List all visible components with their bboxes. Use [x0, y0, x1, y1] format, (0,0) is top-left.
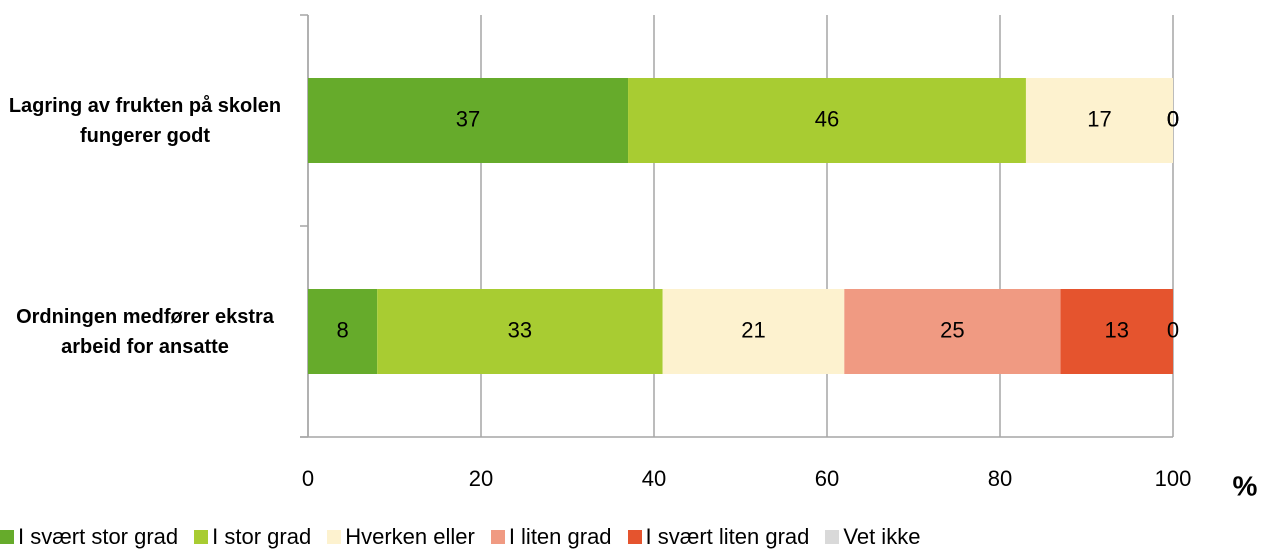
- bar-segment: [1025, 78, 1173, 163]
- legend-swatch: [0, 530, 14, 544]
- legend-label: I liten grad: [508, 524, 612, 549]
- legend: I svært stor grad I stor grad Hverken elle…: [0, 524, 920, 549]
- data-label: 13: [1105, 317, 1129, 342]
- legend-label: Vet ikke: [843, 524, 921, 549]
- category-label: Lagring av frukten på skolen fungerer go…: [8, 94, 282, 147]
- x-tick-label: 80: [988, 466, 1012, 491]
- bar-segment: [308, 78, 629, 163]
- data-label: 0: [1167, 106, 1179, 131]
- legend-item: Vet ikke: [825, 524, 920, 549]
- legend-swatch: [194, 530, 209, 544]
- data-label: 0: [1167, 317, 1179, 342]
- legend-item: I svært stor grad: [0, 524, 178, 549]
- category-label: Ordningen medfører ekstra arbeid for ans…: [16, 305, 274, 358]
- x-tick-label: 0: [302, 466, 314, 491]
- data-label: 37: [456, 106, 480, 131]
- data-label: 21: [741, 317, 765, 342]
- legend-swatch: [490, 530, 505, 544]
- legend-label: I svært liten grad: [645, 524, 810, 549]
- legend-item: I liten grad: [490, 524, 612, 549]
- legend-swatch: [627, 530, 642, 544]
- bar-segment: [1060, 289, 1173, 374]
- legend-swatch: [327, 530, 342, 544]
- data-label: 8: [336, 317, 348, 342]
- x-tick-label: 20: [469, 466, 493, 491]
- data-label: 0: [1167, 106, 1179, 131]
- legend-item: I svært liten grad: [627, 524, 810, 549]
- legend-label: I svært stor grad: [18, 524, 179, 549]
- bar-segment: [308, 289, 378, 374]
- bar-segment: [628, 78, 1026, 163]
- x-axis-label: %: [1233, 470, 1258, 501]
- legend-label: Hverken eller: [345, 524, 475, 549]
- data-label: 0: [1167, 106, 1179, 131]
- x-tick-label: 60: [815, 466, 839, 491]
- legend-item: Hverken eller: [327, 524, 475, 549]
- bar-segment: [844, 289, 1061, 374]
- legend-item: I stor grad: [194, 524, 311, 549]
- bar-segment: [377, 289, 663, 374]
- bar-segment: [662, 289, 845, 374]
- x-tick-label: 40: [642, 466, 666, 491]
- x-tick-label: 100: [1155, 466, 1192, 491]
- data-label: 17: [1087, 106, 1111, 131]
- legend-swatch: [825, 530, 840, 544]
- data-label: 33: [508, 317, 532, 342]
- legend-label: I stor grad: [212, 524, 312, 549]
- data-label: 25: [940, 317, 964, 342]
- data-label: 46: [815, 106, 839, 131]
